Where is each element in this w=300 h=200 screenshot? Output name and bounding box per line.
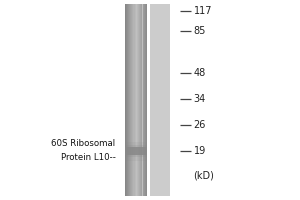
Bar: [137, 4, 138, 196]
Bar: [142, 4, 144, 196]
Text: 34: 34: [194, 94, 206, 104]
Bar: [129, 4, 130, 196]
Bar: [131, 4, 132, 196]
Bar: [124, 145, 147, 157]
Bar: [124, 4, 126, 196]
Bar: [138, 4, 139, 196]
Bar: [145, 4, 146, 196]
Bar: [124, 147, 147, 155]
Bar: [144, 4, 145, 196]
Bar: [126, 4, 127, 196]
Bar: [140, 4, 141, 196]
Bar: [139, 4, 140, 196]
Text: 60S Ribosomal: 60S Ribosomal: [51, 140, 116, 148]
Bar: [136, 4, 137, 196]
Bar: [150, 4, 170, 196]
Bar: [135, 4, 136, 196]
Bar: [134, 4, 135, 196]
Text: 85: 85: [194, 26, 206, 36]
Text: 19: 19: [194, 146, 206, 156]
Text: Protein L10--: Protein L10--: [61, 154, 116, 162]
Text: 26: 26: [194, 120, 206, 130]
Text: (kD): (kD): [194, 170, 214, 180]
Bar: [146, 4, 147, 196]
Bar: [124, 4, 147, 196]
Text: 48: 48: [194, 68, 206, 78]
Bar: [124, 142, 147, 160]
Bar: [130, 4, 131, 196]
Bar: [127, 4, 128, 196]
Text: 117: 117: [194, 6, 212, 16]
Bar: [128, 4, 129, 196]
Bar: [141, 4, 142, 196]
Bar: [132, 4, 134, 196]
